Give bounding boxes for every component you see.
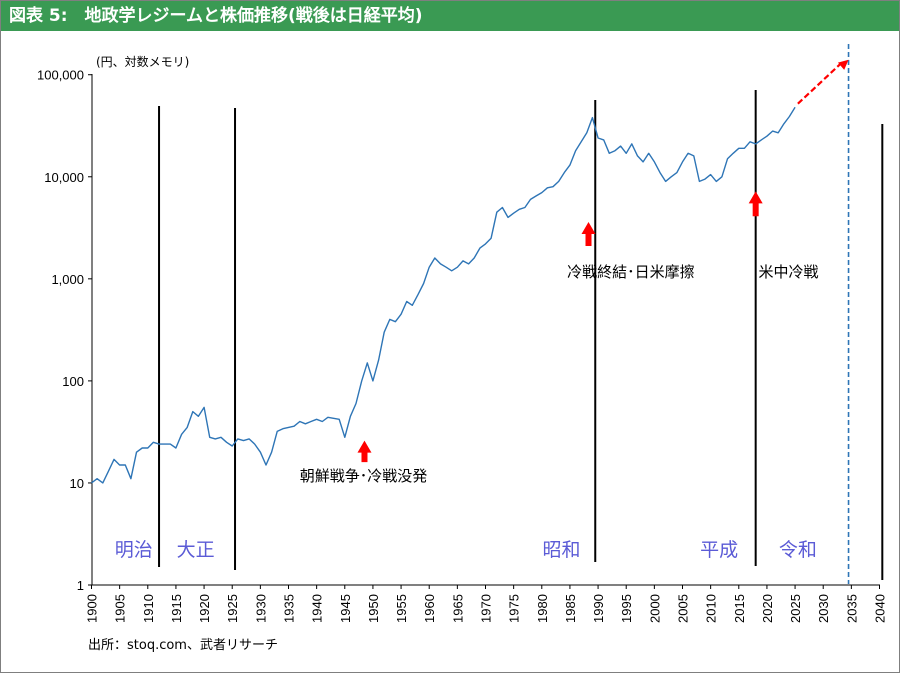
era-label: 昭和 <box>542 539 580 561</box>
x-tick-label: 1905 <box>113 594 128 623</box>
x-tick-label: 1990 <box>591 594 606 623</box>
x-tick-label: 2040 <box>873 594 888 623</box>
x-tick-label: 1935 <box>282 594 297 623</box>
x-tick-label: 1930 <box>253 594 268 623</box>
event-label: 冷戦終結･日米摩擦 <box>567 263 695 281</box>
y-tick-label: 1 <box>77 578 84 593</box>
x-tick-label: 1985 <box>563 594 578 623</box>
projection-arrowhead <box>837 59 849 70</box>
x-tick-label: 1980 <box>535 594 550 623</box>
x-tick-label: 2000 <box>647 594 662 623</box>
x-tick-label: 1970 <box>479 594 494 623</box>
event-arrow <box>581 222 596 246</box>
x-tick-label: 2035 <box>844 594 859 623</box>
y-tick-label: 10,000 <box>44 170 84 185</box>
x-tick-label: 1925 <box>225 594 240 623</box>
x-tick-label: 1995 <box>619 594 634 623</box>
figure-title: 図表 5: 地政学レジームと株価推移(戦後は日経平均) <box>1 1 899 31</box>
y-tick-label: 1,000 <box>51 272 84 287</box>
event-arrow <box>748 191 763 217</box>
x-tick-label: 2015 <box>732 594 747 623</box>
nikkei-series-line <box>91 106 796 484</box>
x-tick-label: 1975 <box>507 594 522 623</box>
event-label: 米中冷戦 <box>758 263 818 281</box>
era-label: 令和 <box>779 539 817 561</box>
x-tick-label: 1960 <box>422 594 437 623</box>
x-tick-label: 1945 <box>338 594 353 623</box>
x-tick-label: 2005 <box>676 594 691 623</box>
era-label: 大正 <box>177 539 215 561</box>
x-tick-label: 2030 <box>816 594 831 623</box>
event-arrow <box>357 440 372 463</box>
x-tick-label: 1955 <box>394 594 409 623</box>
y-tick-label: 100 <box>62 374 84 389</box>
x-tick-label: 1915 <box>169 594 184 623</box>
event-label: 朝鮮戦争･冷戦没発 <box>300 467 428 485</box>
x-tick-label: 1910 <box>141 594 156 623</box>
x-tick-label: 1920 <box>197 594 212 623</box>
x-tick-label: 2010 <box>704 594 719 623</box>
x-tick-label: 2025 <box>788 594 803 623</box>
projection-line <box>797 63 842 105</box>
y-tick-label: 100,000 <box>37 68 84 83</box>
x-tick-label: 1940 <box>310 594 325 623</box>
source-note: 出所：stoq.com、武者リサーチ <box>88 638 278 653</box>
era-label: 平成 <box>700 539 738 561</box>
x-tick-label: 2020 <box>760 594 775 623</box>
y-tick-label: 10 <box>70 476 84 491</box>
x-tick-label: 1900 <box>85 594 100 623</box>
x-tick-label: 1965 <box>450 594 465 623</box>
y-axis-unit-label: (円、対数メモリ) <box>96 54 189 69</box>
x-tick-label: 1950 <box>366 594 381 623</box>
era-label: 明治 <box>115 539 153 561</box>
